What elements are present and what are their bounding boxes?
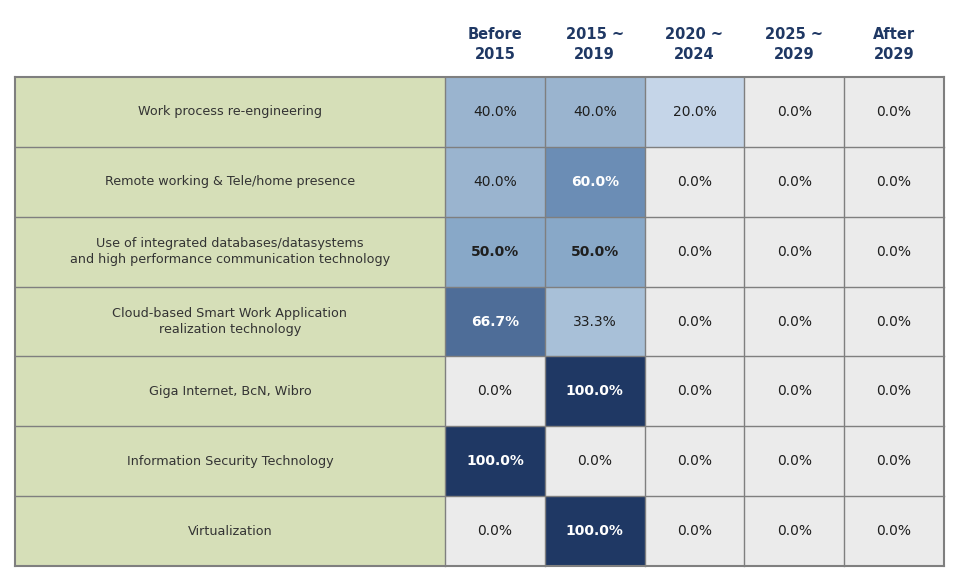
Text: 0.0%: 0.0% <box>876 454 911 468</box>
Bar <box>444 287 544 357</box>
Text: 0.0%: 0.0% <box>677 175 711 189</box>
Text: 0.0%: 0.0% <box>876 524 911 538</box>
Bar <box>843 217 943 287</box>
Bar <box>743 147 843 217</box>
Bar <box>544 496 644 566</box>
Bar <box>644 217 743 287</box>
Text: 40.0%: 40.0% <box>473 105 517 119</box>
Text: 0.0%: 0.0% <box>677 245 711 259</box>
Bar <box>444 496 544 566</box>
Bar <box>544 77 644 147</box>
Bar <box>644 287 743 357</box>
Bar <box>843 77 943 147</box>
Text: Use of integrated databases/datasystems
and high performance communication techn: Use of integrated databases/datasystems … <box>70 237 390 266</box>
Bar <box>444 77 544 147</box>
Text: 60.0%: 60.0% <box>570 175 618 189</box>
Text: 0.0%: 0.0% <box>677 314 711 328</box>
Bar <box>544 357 644 426</box>
Text: 0.0%: 0.0% <box>776 454 811 468</box>
Bar <box>843 357 943 426</box>
Bar <box>544 426 644 496</box>
Bar <box>743 357 843 426</box>
Text: 2020 ~
2024: 2020 ~ 2024 <box>665 27 722 62</box>
Text: Cloud-based Smart Work Application
realization technology: Cloud-based Smart Work Application reali… <box>112 307 347 336</box>
Text: Giga Internet, BcN, Wibro: Giga Internet, BcN, Wibro <box>149 385 311 398</box>
Bar <box>743 77 843 147</box>
Text: 40.0%: 40.0% <box>572 105 616 119</box>
Text: 100.0%: 100.0% <box>565 384 623 399</box>
Text: 50.0%: 50.0% <box>570 245 618 259</box>
Bar <box>15 287 444 357</box>
Text: 0.0%: 0.0% <box>876 245 911 259</box>
Bar <box>15 426 444 496</box>
Text: 0.0%: 0.0% <box>876 105 911 119</box>
Text: 0.0%: 0.0% <box>876 175 911 189</box>
Bar <box>444 426 544 496</box>
Bar <box>743 496 843 566</box>
Bar <box>544 147 644 217</box>
Bar <box>843 287 943 357</box>
Text: 0.0%: 0.0% <box>476 524 512 538</box>
Text: 0.0%: 0.0% <box>776 384 811 399</box>
Bar <box>644 357 743 426</box>
Bar <box>444 357 544 426</box>
Text: Virtualization: Virtualization <box>188 525 273 537</box>
Bar <box>644 77 743 147</box>
Bar <box>15 147 444 217</box>
Text: 50.0%: 50.0% <box>470 245 518 259</box>
Text: 0.0%: 0.0% <box>876 384 911 399</box>
Bar <box>15 357 444 426</box>
Text: 0.0%: 0.0% <box>776 314 811 328</box>
Text: 40.0%: 40.0% <box>473 175 517 189</box>
Bar <box>15 77 444 147</box>
Text: Work process re-engineering: Work process re-engineering <box>138 105 322 119</box>
Bar <box>644 147 743 217</box>
Bar <box>843 147 943 217</box>
Bar <box>544 287 644 357</box>
Bar <box>544 217 644 287</box>
Bar <box>743 426 843 496</box>
Text: 100.0%: 100.0% <box>465 454 523 468</box>
Text: 2025 ~
2029: 2025 ~ 2029 <box>764 27 822 62</box>
Bar <box>444 147 544 217</box>
Text: Information Security Technology: Information Security Technology <box>127 454 333 468</box>
Bar <box>843 496 943 566</box>
Text: 33.3%: 33.3% <box>572 314 616 328</box>
Bar <box>15 496 444 566</box>
Text: 0.0%: 0.0% <box>776 175 811 189</box>
Text: 0.0%: 0.0% <box>776 524 811 538</box>
Text: 0.0%: 0.0% <box>677 384 711 399</box>
Text: 0.0%: 0.0% <box>876 314 911 328</box>
Text: Before
2015: Before 2015 <box>467 27 521 62</box>
Text: 2015 ~
2019: 2015 ~ 2019 <box>565 27 623 62</box>
Text: 0.0%: 0.0% <box>476 384 512 399</box>
Text: 0.0%: 0.0% <box>776 245 811 259</box>
Text: 20.0%: 20.0% <box>672 105 716 119</box>
Text: After
2029: After 2029 <box>872 27 914 62</box>
Text: 66.7%: 66.7% <box>471 314 518 328</box>
Bar <box>743 287 843 357</box>
Text: 0.0%: 0.0% <box>776 105 811 119</box>
Bar <box>444 217 544 287</box>
Text: Remote working & Tele/home presence: Remote working & Tele/home presence <box>105 175 355 188</box>
Bar <box>743 217 843 287</box>
Text: 0.0%: 0.0% <box>577 454 612 468</box>
Text: 100.0%: 100.0% <box>565 524 623 538</box>
Bar <box>843 426 943 496</box>
Bar <box>644 496 743 566</box>
Bar <box>15 217 444 287</box>
Text: 0.0%: 0.0% <box>677 524 711 538</box>
Text: 0.0%: 0.0% <box>677 454 711 468</box>
Bar <box>644 426 743 496</box>
